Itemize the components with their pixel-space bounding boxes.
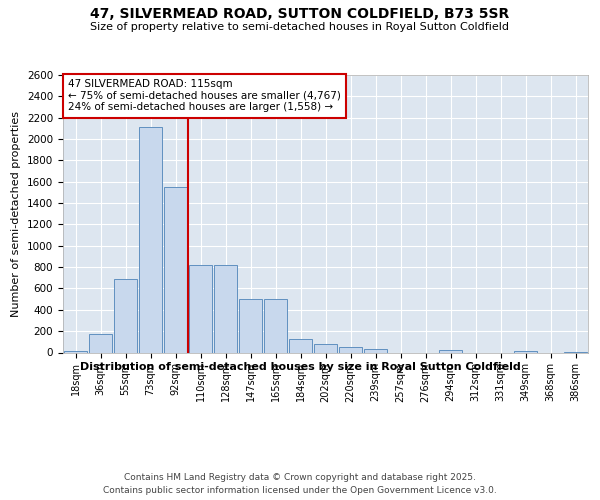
Text: Contains public sector information licensed under the Open Government Licence v3: Contains public sector information licen… [103,486,497,495]
Text: 47 SILVERMEAD ROAD: 115sqm
← 75% of semi-detached houses are smaller (4,767)
24%: 47 SILVERMEAD ROAD: 115sqm ← 75% of semi… [68,79,341,112]
Text: 47, SILVERMEAD ROAD, SUTTON COLDFIELD, B73 5SR: 47, SILVERMEAD ROAD, SUTTON COLDFIELD, B… [91,8,509,22]
Text: Size of property relative to semi-detached houses in Royal Sutton Coldfield: Size of property relative to semi-detach… [91,22,509,32]
Bar [289,338,313,352]
Bar [439,350,463,352]
Bar [164,187,187,352]
Text: Distribution of semi-detached houses by size in Royal Sutton Coldfield: Distribution of semi-detached houses by … [80,362,520,372]
Bar [214,265,238,352]
Bar [338,346,362,352]
Bar [364,350,388,352]
Bar [113,279,137,352]
Bar [314,344,337,352]
Text: Contains HM Land Registry data © Crown copyright and database right 2025.: Contains HM Land Registry data © Crown c… [124,472,476,482]
Bar [239,299,262,352]
Bar [89,334,112,352]
Bar [514,351,538,352]
Bar [188,265,212,352]
Bar [64,351,88,352]
Bar [263,299,287,352]
Bar [139,128,163,352]
Y-axis label: Number of semi-detached properties: Number of semi-detached properties [11,111,22,317]
